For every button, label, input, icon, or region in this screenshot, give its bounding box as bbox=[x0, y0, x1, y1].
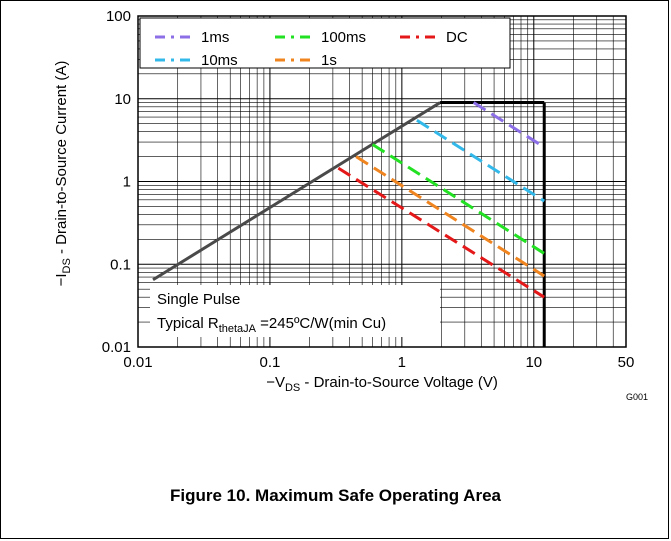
pulse-series bbox=[337, 101, 546, 299]
series-line-dc bbox=[337, 166, 546, 299]
figure-caption: Figure 10. Maximum Safe Operating Area bbox=[170, 486, 501, 505]
y-tick-label: 1 bbox=[123, 174, 131, 191]
series-line-1ms bbox=[472, 101, 546, 149]
legend: 1ms 10ms 100ms 1s DC bbox=[139, 17, 511, 69]
annotation-single-pulse: Single Pulse bbox=[157, 291, 240, 308]
annotation-rtheta: Typical RthetaJA =245ºC/W(min Cu) bbox=[157, 315, 386, 335]
series-line-1s bbox=[355, 155, 546, 278]
y-tick-label: 10 bbox=[114, 91, 131, 108]
x-tick-label: 0.1 bbox=[259, 354, 280, 371]
y-axis-label: −IDS - Drain-to-Source Current (A) bbox=[53, 61, 73, 287]
y-tick-label: 0.1 bbox=[110, 256, 131, 273]
legend-label-1s: 1s bbox=[321, 52, 337, 69]
y-tick-label: 0.01 bbox=[102, 339, 131, 356]
soa-boundary bbox=[152, 101, 546, 347]
y-tick-label: 100 bbox=[106, 8, 131, 25]
x-tick-label: 0.01 bbox=[123, 354, 152, 371]
figure-code: G001 bbox=[626, 392, 649, 402]
series-line-10ms bbox=[416, 118, 546, 203]
rdson-limit-line bbox=[152, 101, 441, 282]
x-tick-label: 10 bbox=[525, 354, 542, 371]
legend-label-100ms: 100ms bbox=[321, 29, 366, 46]
tick-labels: 0.01 0.1 1 10 50 100 10 1 0.1 0.01 bbox=[102, 8, 635, 371]
legend-label-dc: DC bbox=[446, 29, 468, 46]
x-tick-label: 1 bbox=[398, 354, 406, 371]
annotation-box: Single Pulse Typical RthetaJA =245ºC/W(mi… bbox=[150, 285, 440, 337]
plot-border bbox=[137, 15, 627, 348]
legend-label-10ms: 10ms bbox=[201, 52, 238, 69]
legend-label-1ms: 1ms bbox=[201, 29, 229, 46]
series-line-100ms bbox=[371, 143, 546, 255]
annotation-background bbox=[150, 285, 440, 337]
x-axis-label: −VDS - Drain-to-Source Voltage (V) bbox=[266, 374, 498, 394]
legend-box bbox=[139, 17, 511, 69]
x-tick-label: 50 bbox=[618, 354, 635, 371]
